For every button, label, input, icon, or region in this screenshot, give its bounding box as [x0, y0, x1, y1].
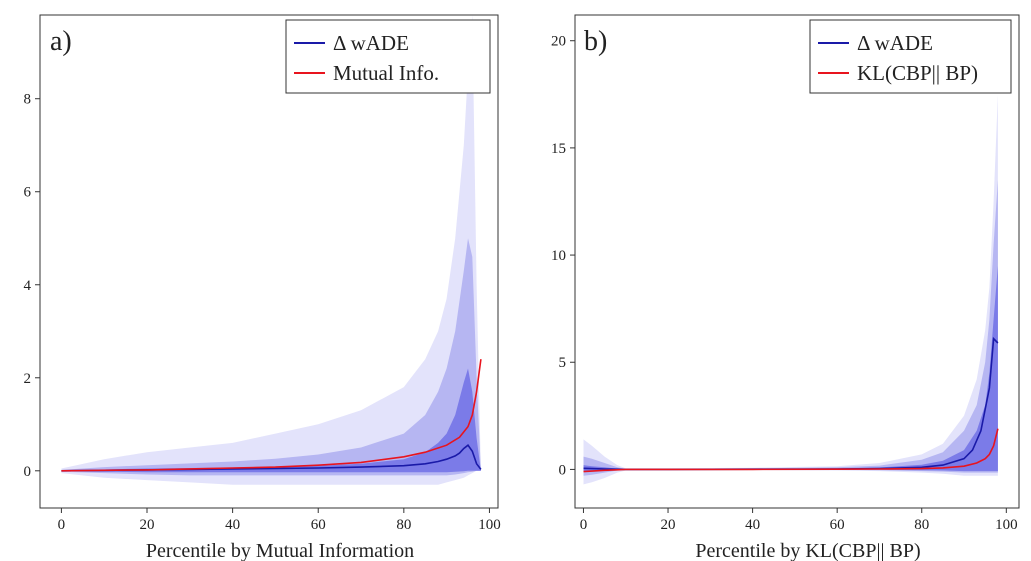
panel-a-ytick-label: 4 — [24, 278, 32, 294]
panel-b-ytick-label: 20 — [551, 34, 566, 50]
panel-a-label: a) — [50, 26, 72, 57]
panel-b-xtick-label: 100 — [995, 517, 1018, 533]
panel-a-axes-frame — [39, 14, 499, 509]
panel-b-ytick-label: 15 — [551, 141, 566, 157]
panel-b-xtick-label: 60 — [830, 517, 845, 533]
panel-b-label: b) — [584, 26, 607, 57]
panel-a-xtick-label: 80 — [396, 517, 411, 533]
panel-a-ytick-label: 2 — [24, 371, 32, 387]
panel-a-xlabel: Percentile by Mutual Information — [146, 540, 414, 561]
panel-a-legend-box — [285, 19, 491, 94]
panel-b-xtick-label: 80 — [914, 517, 929, 533]
panel-b-legend: Δ wADE KL(CBP|| BP) — [809, 19, 1012, 94]
panel-a-xtick-label: 100 — [478, 517, 501, 533]
panel-b-legend-label-kl: KL(CBP|| BP) — [857, 61, 978, 85]
panel-b-band-outer — [583, 94, 998, 485]
panel-b-xtick-label: 20 — [661, 517, 676, 533]
panel-b: b) Percentile by KL(CBP|| BP) Δ wADE KL(… — [551, 14, 1020, 561]
panel-a-legend: Δ wADE Mutual Info. — [285, 19, 491, 94]
panel-b-xtick-label: 0 — [580, 517, 588, 533]
panel-a-xtick-label: 20 — [140, 517, 155, 533]
panel-b-series-line-metric — [583, 428, 999, 473]
panel-b-plot-area — [583, 94, 999, 485]
panel-b-xlabel: Percentile by KL(CBP|| BP) — [695, 540, 920, 561]
panel-a-ytick-label: 0 — [24, 464, 32, 480]
panel-b-axes-frame — [574, 14, 1020, 509]
panel-a-ytick-label: 8 — [24, 92, 32, 108]
panel-a-xtick-label: 0 — [58, 517, 66, 533]
panel-b-ytick-label: 5 — [559, 355, 567, 371]
panel-b-band-middle — [583, 180, 998, 476]
panel-a-ytick-label: 6 — [24, 185, 32, 201]
panel-a-legend-label-wade: Δ wADE — [333, 31, 409, 55]
panel-b-band-inner — [583, 265, 998, 472]
panel-a-xtick-label: 40 — [225, 517, 240, 533]
panel-b-legend-label-wade: Δ wADE — [857, 31, 933, 55]
panel-b-legend-box — [809, 19, 1012, 94]
panel-a-plot-area — [61, 15, 482, 485]
panel-b-xtick-label: 40 — [745, 517, 760, 533]
panel-a-xtick-label: 60 — [311, 517, 326, 533]
panel-b-ytick-label: 0 — [559, 462, 567, 478]
panel-a: a) Percentile by Mutual Information Δ wA… — [24, 14, 501, 561]
panel-a-series-line-metric — [61, 359, 482, 472]
panel-a-legend-label-mi: Mutual Info. — [333, 61, 439, 85]
panel-b-ytick-label: 10 — [551, 248, 566, 264]
